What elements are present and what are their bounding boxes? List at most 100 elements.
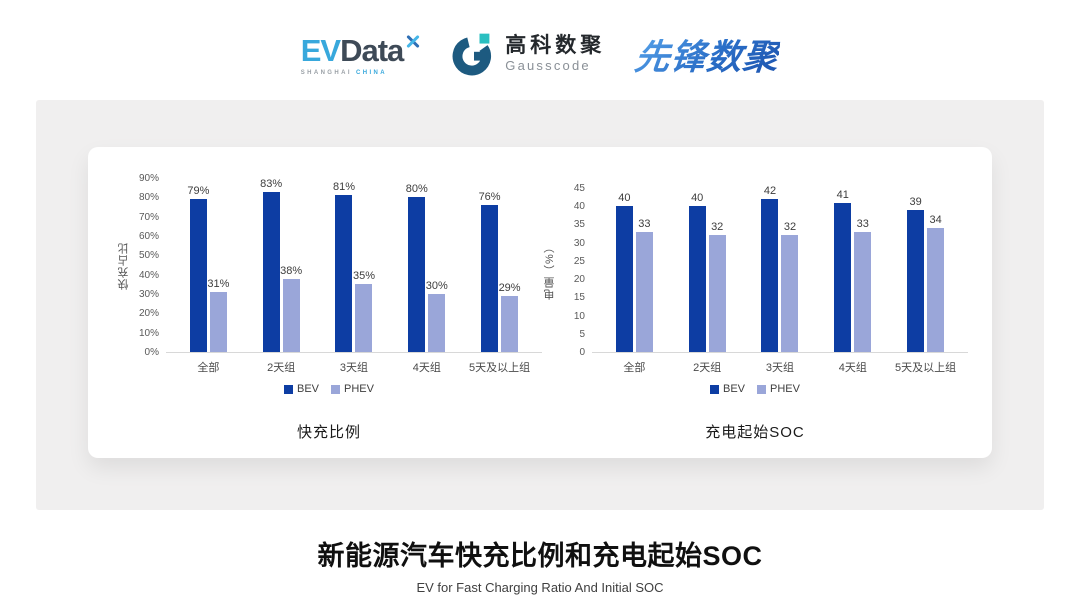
bar-group: 39 34 xyxy=(907,189,945,352)
y-tick-label: 60% xyxy=(138,231,159,242)
fast-charging-ratio-chart: 快充占比 90% 80% 70% 60% 50% 40% 30% 20% 10% 0% 79% 31% 8… xyxy=(116,171,542,442)
bar-bev: 41 xyxy=(834,189,852,352)
y-tick-label: 80% xyxy=(138,192,159,204)
bar-value-label: 31% xyxy=(207,278,230,291)
page-title: 新能源汽车快充比例和充电起始SOC xyxy=(317,541,763,571)
bar-bev: 81% xyxy=(333,181,355,352)
legend-item-bev: BEV xyxy=(710,383,745,395)
bev-legend-swatch-icon xyxy=(710,384,719,394)
x-category-label: 2天组 xyxy=(693,362,722,374)
bar-phev: 33 xyxy=(854,218,872,352)
bar-phev: 29% xyxy=(499,282,521,352)
y-tick-label: 15 xyxy=(573,292,585,304)
legend-label: BEV xyxy=(723,383,746,395)
bar-value-label: 39 xyxy=(909,195,922,208)
bar-phev: 32 xyxy=(708,221,726,352)
y-tick-label: 0 xyxy=(579,347,585,358)
bev-legend-swatch-icon xyxy=(284,384,293,394)
bar-value-label: 41 xyxy=(836,188,849,201)
x-category-label: 5天及以上组 xyxy=(469,362,531,374)
bar-value-label: 33 xyxy=(638,217,651,230)
legend-row: BEV PHEV xyxy=(116,383,542,395)
bar-group: 41 33 xyxy=(834,189,872,352)
gausscode-text: 高科数聚 Gausscode xyxy=(505,35,605,73)
y-tick-label: 25 xyxy=(573,255,585,267)
plot-area: 40 33 40 32 42 32 41 33 39 34 xyxy=(592,185,968,353)
initial-soc-chart: 电量（%） 45 40 35 30 25 20 15 10 5 0 40 33 40 32 42 32 41 33 3… xyxy=(542,171,968,442)
bar-value-label: 76% xyxy=(478,191,501,204)
chart-card: 快充占比 90% 80% 70% 60% 50% 40% 30% 20% 10% 0% 79% 31% 8… xyxy=(88,147,992,458)
bar-phev: 38% xyxy=(280,265,302,352)
y-tick-label: 0% xyxy=(144,347,159,358)
legend-item-phev: PHEV xyxy=(757,383,800,395)
y-tick-label: 45 xyxy=(573,183,585,194)
bar-value-label: 81% xyxy=(332,181,355,194)
y-tick-label: 10% xyxy=(138,327,159,339)
bar-group: 81% 35% xyxy=(333,179,375,352)
y-tick-label: 40 xyxy=(573,201,585,213)
chart-caption: 充电起始SOC xyxy=(705,424,805,441)
bar-phev: 33 xyxy=(635,218,653,352)
y-axis-title: 快充占比 xyxy=(118,242,130,290)
bar-value-label: 33 xyxy=(856,217,869,230)
y-axis: 45 40 35 30 25 20 15 10 5 0 xyxy=(558,183,592,358)
legend-label: PHEV xyxy=(770,383,800,395)
bar-value-label: 30% xyxy=(425,280,448,292)
bar-value-label: 42 xyxy=(763,184,777,197)
bar-value-label: 32 xyxy=(711,221,724,234)
x-category-label: 4天组 xyxy=(412,362,441,374)
bar-group: 79% 31% xyxy=(187,179,229,352)
bar-group: 40 33 xyxy=(615,189,653,352)
evdata-shanghai-text: SHANGHAI xyxy=(300,70,352,76)
bar-phev: 32 xyxy=(781,221,799,352)
y-tick-label: 50% xyxy=(138,250,159,262)
y-tick-label: 5 xyxy=(579,328,585,340)
gausscode-g-icon xyxy=(452,33,492,76)
bar-phev: 30% xyxy=(426,280,448,352)
x-category-label: 3天组 xyxy=(765,362,795,374)
bar-bev: 79% xyxy=(187,185,209,352)
chart-body: 快充占比 90% 80% 70% 60% 50% 40% 30% 20% 10% 0% 79% 31% 8… xyxy=(116,173,542,375)
page-subtitle: EV for Fast Charging Ratio And Initial S… xyxy=(416,580,664,595)
x-axis-labels: 全部 2天组 3天组 4天组 5天及以上组 xyxy=(166,353,542,375)
bar-group: 76% 29% xyxy=(478,179,521,352)
bar-bev: 40 xyxy=(688,192,706,352)
x-axis-labels: 全部 2天组 3天组 4天组 5天及以上组 xyxy=(592,353,968,375)
bar-group: 80% 30% xyxy=(406,179,448,352)
x-category-label: 3天组 xyxy=(339,362,369,374)
bar-bev: 80% xyxy=(406,183,428,352)
x-category-label: 2天组 xyxy=(267,362,296,374)
evdata-china-text: CHINA xyxy=(355,70,387,76)
legend: BEV PHEV xyxy=(710,383,800,395)
plot-area: 79% 31% 83% 38% 81% 35% 80% 30% 76% 29% xyxy=(166,177,542,353)
bar-value-label: 40 xyxy=(618,192,631,205)
plot-area-column: 79% 31% 83% 38% 81% 35% 80% 30% 76% 29% 全部 2天组 3天组 4天… xyxy=(166,177,542,375)
y-tick-label: 35 xyxy=(573,219,585,231)
y-tick-label: 70% xyxy=(138,211,159,223)
y-tick-label: 30 xyxy=(573,237,585,249)
x-category-label: 全部 xyxy=(623,362,646,374)
gausscode-logo: 高科数聚 Gausscode xyxy=(452,32,605,76)
evdata-wordmark: EV Data xyxy=(301,32,423,66)
x-category-label: 4天组 xyxy=(838,362,867,374)
bar-phev: 35% xyxy=(353,270,375,352)
chart-caption: 快充比例 xyxy=(296,424,361,441)
bar-bev: 39 xyxy=(907,196,925,352)
legend-item-phev: PHEV xyxy=(331,383,374,395)
legend-item-bev: BEV xyxy=(284,383,319,395)
bar-group: 42 32 xyxy=(761,185,799,352)
y-tick-label: 10 xyxy=(573,310,585,322)
bar-phev: 34 xyxy=(927,214,945,352)
bar-value-label: 35% xyxy=(352,270,375,283)
bar-group: 83% 38% xyxy=(260,177,302,352)
legend-row: BEV PHEV xyxy=(542,383,968,395)
bar-value-label: 83% xyxy=(260,177,283,190)
bar-value-label: 29% xyxy=(498,281,521,294)
chart-panel: 快充占比 90% 80% 70% 60% 50% 40% 30% 20% 10% 0% 79% 31% 8… xyxy=(36,100,1044,510)
y-tick-label: 30% xyxy=(138,289,159,300)
bar-phev: 31% xyxy=(207,278,229,352)
bar-group: 40 32 xyxy=(688,189,726,352)
plot-area-column: 40 33 40 32 42 32 41 33 39 34 全部 2天组 3天组 4天组 5天及以上组 xyxy=(592,185,968,375)
y-tick-label: 20 xyxy=(573,274,585,286)
evdata-data-text: Data xyxy=(340,33,404,68)
